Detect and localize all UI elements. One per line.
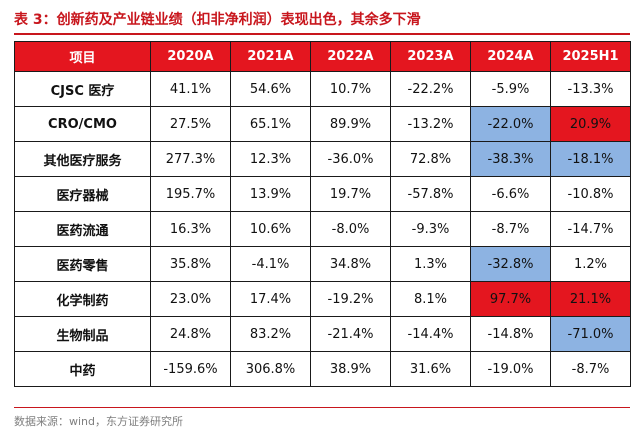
value-cell: -19.2% [310, 281, 391, 317]
table-row: CJSC 医疗 41.1% 54.6% 10.7% -22.2% -5.9% -13.3% [14, 71, 631, 107]
value-cell: 306.8% [230, 351, 311, 387]
header-cell-2023a: 2023A [390, 41, 471, 72]
table-title: 表 3：创新药及产业链业绩（扣非净利润）表现出色，其余多下滑 [14, 12, 421, 28]
value-cell: -6.6% [470, 176, 551, 212]
value-cell: -22.2% [390, 71, 471, 107]
value-cell: 17.4% [230, 281, 311, 317]
table-row: 中药 -159.6% 306.8% 38.9% 31.6% -19.0% -8.7% [14, 351, 631, 387]
value-cell: 13.9% [230, 176, 311, 212]
value-cell: -71.0% [550, 316, 631, 352]
value-cell: -8.0% [310, 211, 391, 247]
header-cell-2022a: 2022A [310, 41, 391, 72]
value-cell: -38.3% [470, 141, 551, 177]
row-label: 中药 [14, 351, 151, 387]
table-row: CRO/CMO 27.5% 65.1% 89.9% -13.2% -22.0% 20.9% [14, 106, 631, 142]
table-row: 医疗器械 195.7% 13.9% 19.7% -57.8% -6.6% -10.8% [14, 176, 631, 212]
row-label: 其他医疗服务 [14, 141, 151, 177]
value-cell: 1.2% [550, 246, 631, 282]
value-cell: 23.0% [150, 281, 231, 317]
table-row: 医药流通 16.3% 10.6% -8.0% -9.3% -8.7% -14.7% [14, 211, 631, 247]
header-cell-2025h1: 2025H1 [550, 41, 631, 72]
value-cell: 16.3% [150, 211, 231, 247]
value-cell: 1.3% [390, 246, 471, 282]
value-cell: 38.9% [310, 351, 391, 387]
value-cell: -32.8% [470, 246, 551, 282]
row-label: 化学制药 [14, 281, 151, 317]
value-cell: 65.1% [230, 106, 311, 142]
value-cell: 31.6% [390, 351, 471, 387]
row-label: CJSC 医疗 [14, 71, 151, 107]
value-cell: -9.3% [390, 211, 471, 247]
header-cell-2021a: 2021A [230, 41, 311, 72]
value-cell: 20.9% [550, 106, 631, 142]
value-cell: -159.6% [150, 351, 231, 387]
value-cell: -18.1% [550, 141, 631, 177]
value-cell: 34.8% [310, 246, 391, 282]
footer-divider [14, 407, 630, 408]
value-cell: 27.5% [150, 106, 231, 142]
value-cell: -4.1% [230, 246, 311, 282]
header-row: 项目 2020A 2021A 2022A 2023A 2024A 2025H1 [14, 41, 631, 72]
table-row: 医药零售 35.8% -4.1% 34.8% 1.3% -32.8% 1.2% [14, 246, 631, 282]
table-row: 其他医疗服务 277.3% 12.3% -36.0% 72.8% -38.3% -18.1% [14, 141, 631, 177]
row-label: CRO/CMO [14, 106, 151, 142]
value-cell: -22.0% [470, 106, 551, 142]
value-cell: 277.3% [150, 141, 231, 177]
value-cell: -8.7% [550, 351, 631, 387]
value-cell: 12.3% [230, 141, 311, 177]
value-cell: 97.7% [470, 281, 551, 317]
value-cell: 10.7% [310, 71, 391, 107]
value-cell: 54.6% [230, 71, 311, 107]
value-cell: -8.7% [470, 211, 551, 247]
value-cell: -19.0% [470, 351, 551, 387]
header-cell-item: 项目 [14, 41, 151, 72]
table-body: CJSC 医疗 41.1% 54.6% 10.7% -22.2% -5.9% -13.3% C… [14, 71, 631, 387]
value-cell: 195.7% [150, 176, 231, 212]
value-cell: -21.4% [310, 316, 391, 352]
row-label: 医药流通 [14, 211, 151, 247]
value-cell: 35.8% [150, 246, 231, 282]
value-cell: -57.8% [390, 176, 471, 212]
value-cell: -5.9% [470, 71, 551, 107]
value-cell: 89.9% [310, 106, 391, 142]
value-cell: -13.3% [550, 71, 631, 107]
value-cell: -14.7% [550, 211, 631, 247]
table-row: 生物制品 24.8% 83.2% -21.4% -14.4% -14.8% -71.0% [14, 316, 631, 352]
value-cell: -10.8% [550, 176, 631, 212]
value-cell: 8.1% [390, 281, 471, 317]
row-label: 医疗器械 [14, 176, 151, 212]
title-divider [14, 33, 630, 35]
row-label: 医药零售 [14, 246, 151, 282]
table-row: 化学制药 23.0% 17.4% -19.2% 8.1% 97.7% 21.1% [14, 281, 631, 317]
header-cell-2020a: 2020A [150, 41, 231, 72]
value-cell: 41.1% [150, 71, 231, 107]
source-note: 数据来源：wind，东方证券研究所 [14, 415, 184, 428]
value-cell: 21.1% [550, 281, 631, 317]
value-cell: 10.6% [230, 211, 311, 247]
row-label: 生物制品 [14, 316, 151, 352]
value-cell: 19.7% [310, 176, 391, 212]
value-cell: -13.2% [390, 106, 471, 142]
value-cell: 72.8% [390, 141, 471, 177]
header-cell-2024a: 2024A [470, 41, 551, 72]
value-cell: 24.8% [150, 316, 231, 352]
value-cell: -14.8% [470, 316, 551, 352]
value-cell: -14.4% [390, 316, 471, 352]
performance-table: 项目 2020A 2021A 2022A 2023A 2024A 2025H1 … [14, 41, 631, 387]
value-cell: 83.2% [230, 316, 311, 352]
value-cell: -36.0% [310, 141, 391, 177]
